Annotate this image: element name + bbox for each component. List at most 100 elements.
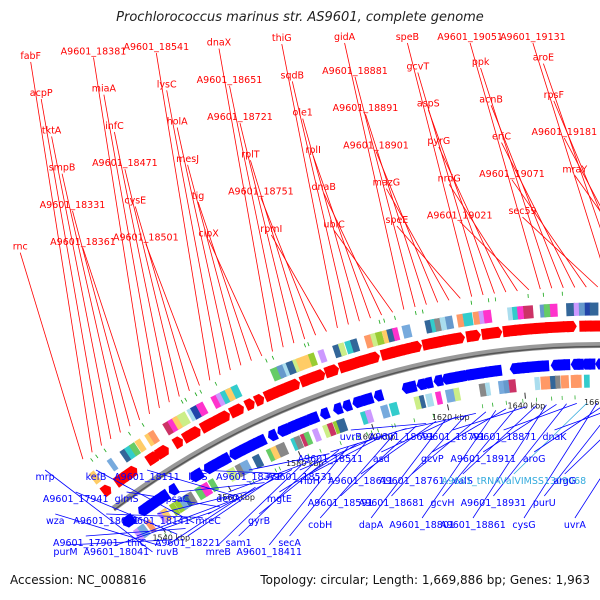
forward-gene-arrow — [243, 398, 255, 411]
forward-marker — [527, 294, 529, 298]
forward-gene-label: tktA — [42, 125, 62, 136]
label-leader-line — [522, 216, 599, 288]
label-leader-line — [291, 81, 349, 325]
reverse-gene-arrow — [539, 360, 550, 372]
reverse-gene-arrow — [168, 482, 180, 496]
reverse-marker — [319, 448, 322, 453]
label-leader-line — [375, 151, 439, 303]
reverse-marker — [278, 466, 281, 471]
tick-label: 1620 kbp — [432, 413, 470, 422]
label-leader-line — [114, 131, 170, 403]
forward-gene-label: A9601_18881 — [322, 66, 388, 77]
tick-mark — [297, 451, 302, 458]
tick-label: 1640 kbp — [508, 402, 546, 411]
forward-gene-label: nrdG — [438, 173, 461, 184]
reverse-gene-label: cobH — [308, 520, 332, 531]
label-leader-line — [574, 478, 600, 519]
label-leader-line — [270, 234, 327, 332]
label-leader-line — [61, 173, 121, 433]
label-leader-line — [157, 491, 247, 515]
forward-gene-category-block — [88, 470, 102, 485]
forward-gene-arrow — [252, 393, 265, 407]
reverse-gene-arrow — [574, 358, 584, 370]
reverse-marker — [492, 402, 494, 407]
label-leader-line — [155, 52, 211, 381]
reverse-gene-arrow — [586, 358, 596, 370]
label-leader-line — [218, 465, 302, 546]
label-leader-line — [543, 63, 600, 229]
label-leader-line — [166, 90, 221, 376]
forward-marker — [95, 454, 99, 459]
reverse-gene-label: A9601_18871 — [471, 432, 537, 443]
label-leader-line — [197, 469, 283, 475]
forward-gene-label: mazG — [373, 178, 400, 189]
reverse-marker — [357, 434, 360, 439]
forward-gene-arrow — [288, 378, 300, 392]
reverse-marker — [432, 413, 435, 418]
label-leader-line — [197, 201, 252, 361]
label-leader-line — [532, 42, 600, 259]
forward-gene-label: A9601_19131 — [500, 32, 566, 43]
forward-gene-label: dnaX — [207, 38, 232, 49]
reverse-gene-category-block — [199, 481, 214, 497]
reverse-gene-category-block — [573, 374, 582, 388]
label-leader-line — [407, 42, 473, 297]
forward-gene-category-block — [444, 315, 455, 330]
reverse-gene-label: A9601_18801 — [389, 520, 455, 531]
forward-gene-label: rplI — [306, 145, 321, 156]
reverse-gene-arrow — [256, 433, 268, 447]
forward-marker — [141, 423, 145, 427]
reverse-gene-category-block — [380, 404, 391, 419]
forward-gene-arrow — [99, 484, 112, 498]
forward-gene-category-block — [391, 327, 401, 342]
reverse-gene-arrow — [299, 415, 310, 428]
label-leader-line — [554, 413, 600, 431]
reverse-marker — [551, 396, 553, 401]
reverse-gene-category-block — [560, 375, 570, 389]
forward-marker — [487, 298, 490, 303]
reverse-gene-category-block — [444, 388, 456, 403]
reverse-gene-label: secA — [278, 538, 301, 549]
reverse-gene-label: ruvB — [156, 547, 178, 558]
label-leader-line — [218, 48, 273, 352]
forward-gene-label: rpsF — [544, 90, 564, 101]
reverse-gene-label: gcvH — [430, 498, 454, 509]
forward-marker — [271, 355, 275, 360]
reverse-gene-arrow — [221, 451, 233, 465]
reverse-gene-category-block — [293, 435, 305, 450]
label-leader-line — [340, 425, 417, 497]
forward-gene-label: gcvT — [406, 62, 429, 73]
tick-mark — [446, 404, 450, 411]
label-leader-line — [442, 407, 517, 497]
label-leader-line — [513, 402, 588, 475]
forward-gene-label: A9601_18751 — [228, 187, 294, 198]
forward-gene-arrow — [566, 320, 577, 333]
reverse-gene-category-block — [207, 478, 220, 493]
reverse-marker — [370, 430, 373, 435]
label-leader-line — [299, 436, 378, 471]
reverse-marker — [164, 533, 168, 537]
forward-gene-arrow — [218, 410, 230, 424]
forward-marker — [265, 358, 268, 363]
reverse-gene-category-block — [226, 466, 240, 482]
forward-gene-label: sqdB — [281, 70, 305, 81]
forward-gene-label: aroE — [533, 53, 554, 64]
label-leader-line — [30, 61, 93, 453]
reverse-gene-arrow — [423, 376, 434, 389]
reverse-marker — [505, 400, 507, 405]
label-leader-line — [103, 94, 160, 409]
reverse-marker — [561, 395, 563, 400]
reverse-gene-category-block — [186, 491, 198, 506]
reverse-gene-label: valS — [453, 476, 473, 487]
forward-gene-category-block — [401, 324, 413, 339]
reverse-gene-category-block — [388, 401, 400, 417]
forward-gene-arrow — [368, 351, 380, 364]
forward-gene-label: A9601_18361 — [50, 237, 116, 248]
label-leader-line — [411, 411, 487, 475]
forward-gene-category-block — [573, 302, 580, 316]
label-leader-line — [396, 225, 461, 299]
reverse-gene-label: uvrA — [564, 520, 587, 531]
label-leader-line — [493, 403, 567, 497]
reverse-gene-arrow — [560, 359, 571, 371]
